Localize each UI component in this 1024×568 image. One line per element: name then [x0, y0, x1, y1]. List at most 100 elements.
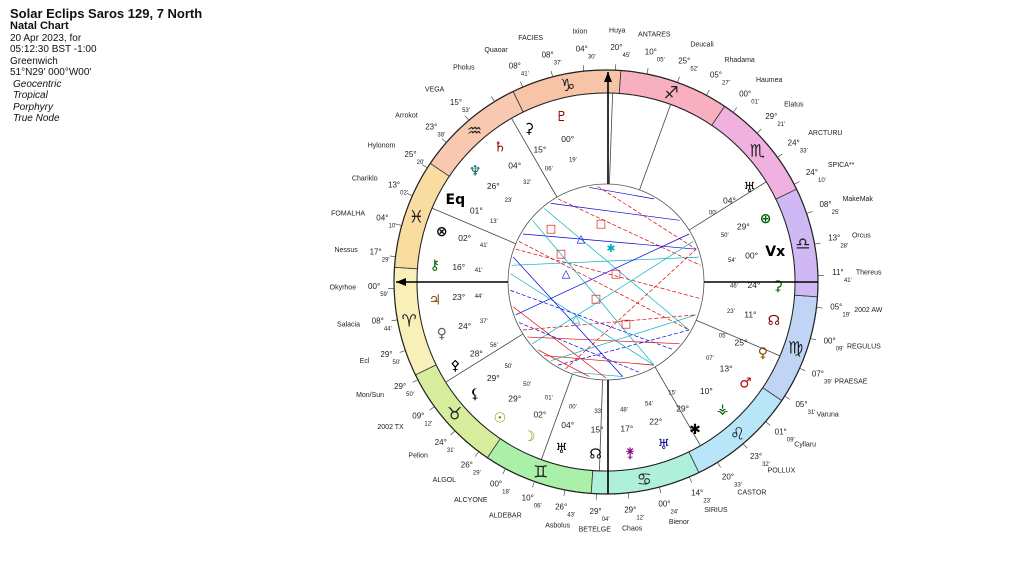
- star-degree: 08°: [542, 50, 554, 59]
- star-degree: 29°: [624, 506, 636, 515]
- star-name: Salacia: [337, 322, 360, 329]
- planet-degree: 02°: [458, 233, 471, 243]
- star-name: Asbolus: [545, 522, 570, 529]
- aspect-line: [557, 329, 690, 366]
- star-degree: 24°: [806, 168, 818, 177]
- planet-glyph: ⊗: [436, 224, 448, 240]
- sign-glyph-aquarius: ♒: [467, 122, 482, 142]
- star-tick: [799, 367, 806, 371]
- star-minutes: 27': [722, 81, 730, 87]
- star-name: Quaoar: [484, 47, 508, 54]
- star-minutes: 59': [380, 292, 388, 298]
- star-degree: 29°: [394, 382, 406, 391]
- star-degree: 20°: [722, 472, 734, 481]
- aspect-line: [510, 273, 655, 366]
- planet-minutes: 23': [505, 198, 513, 204]
- star-minutes: 04': [602, 517, 610, 523]
- planet-degree: 23°: [452, 292, 465, 302]
- star-name: Thereus: [856, 270, 882, 277]
- planet-degree: 16°: [452, 262, 465, 272]
- star-degree: 08°: [372, 316, 384, 325]
- star-minutes: 31': [447, 448, 455, 454]
- star-degree: 25°: [404, 150, 416, 159]
- star-degree: 04°: [376, 213, 388, 222]
- star-minutes: 18': [502, 489, 510, 495]
- planet-glyph: ☉: [494, 410, 507, 426]
- aspect-line: [527, 336, 680, 345]
- house-cusp-9: [639, 104, 672, 191]
- star-minutes: 50': [406, 392, 414, 398]
- planet-degree: 26°: [487, 181, 500, 191]
- star-name: Huya: [609, 27, 625, 34]
- aspect-line: [550, 314, 697, 361]
- planet-minutes: 46': [730, 284, 738, 290]
- house-cusp-12: [431, 207, 516, 245]
- star-tick: [450, 430, 456, 436]
- aspect-line: [511, 256, 699, 266]
- star-name: Ixion: [572, 28, 587, 35]
- star-name: Okyrhoe: [330, 284, 357, 291]
- planet-degree: 24°: [748, 280, 761, 290]
- star-tick: [706, 89, 710, 96]
- star-minutes: 45': [622, 53, 630, 59]
- star-degree: 25°: [678, 57, 690, 66]
- star-name: POLLUX: [768, 468, 796, 475]
- star-tick: [399, 350, 406, 353]
- planet-minutes: 48': [620, 408, 628, 414]
- star-minutes: 33': [800, 149, 808, 155]
- planet-glyph: ♅: [743, 180, 756, 196]
- star-degree: 08°: [819, 200, 831, 209]
- planet-degree: 04°: [723, 195, 736, 205]
- star-degree: 00°: [739, 89, 751, 98]
- star-name: Pholus: [453, 64, 475, 71]
- star-tick: [391, 319, 398, 322]
- star-degree: 00°: [368, 282, 380, 291]
- star-minutes: 39': [824, 379, 832, 385]
- star-tick: [395, 223, 402, 226]
- aspect-line: [537, 349, 590, 377]
- planet-minutes: 41': [475, 268, 483, 274]
- star-degree: 05°: [830, 303, 842, 312]
- setting-house-system: Porphyry: [13, 101, 54, 113]
- planet-degree: 04°: [508, 160, 521, 170]
- house-cusp-10: [609, 93, 613, 185]
- aspect-glyph: □: [591, 292, 601, 305]
- star-name: FACIES: [518, 35, 543, 42]
- planet-degree: 17°: [620, 424, 633, 434]
- planet-minutes: 44': [475, 294, 483, 300]
- star-minutes: 41': [521, 72, 529, 78]
- star-name: PRAESAE: [834, 379, 867, 386]
- planet-degree: 15°: [533, 145, 546, 155]
- sign-glyph-libra: ♎: [795, 235, 810, 255]
- star-degree: 10°: [645, 47, 657, 56]
- aspect-line: [513, 306, 607, 379]
- star-degree: 24°: [788, 139, 800, 148]
- planet-glyph: ☊: [589, 447, 601, 463]
- star-minutes: 38': [437, 132, 445, 138]
- aspect-line: [532, 220, 655, 366]
- planet-minutes: 13': [490, 219, 498, 225]
- aspect-glyph: □: [546, 222, 556, 235]
- star-tick: [732, 107, 738, 113]
- star-minutes: 29': [382, 257, 390, 263]
- planet-minutes: 00': [569, 405, 577, 411]
- star-minutes: 10': [388, 223, 396, 229]
- planet-glyph: ♅: [555, 441, 568, 457]
- star-labels: Ixion04°30'FACIES08°37'Quaoar08°41'Pholu…: [330, 27, 883, 533]
- star-minutes: 01': [751, 99, 759, 105]
- planet-glyph: ♇: [555, 109, 568, 125]
- star-degree: 01°: [775, 428, 787, 437]
- star-degree: 11°: [832, 268, 844, 277]
- star-tick: [582, 65, 585, 72]
- sign-glyph-leo: ♌: [730, 424, 745, 444]
- star-degree: 07°: [812, 369, 824, 378]
- star-minutes: 10': [818, 178, 826, 184]
- star-tick: [765, 421, 771, 426]
- aspect-line: [513, 256, 623, 377]
- planet-degree: 01°: [470, 206, 483, 216]
- aspect-line: [565, 248, 697, 370]
- star-tick: [646, 68, 649, 75]
- planet-degree: 29°: [676, 404, 689, 414]
- aspect-line: [589, 187, 655, 200]
- star-tick: [429, 406, 435, 411]
